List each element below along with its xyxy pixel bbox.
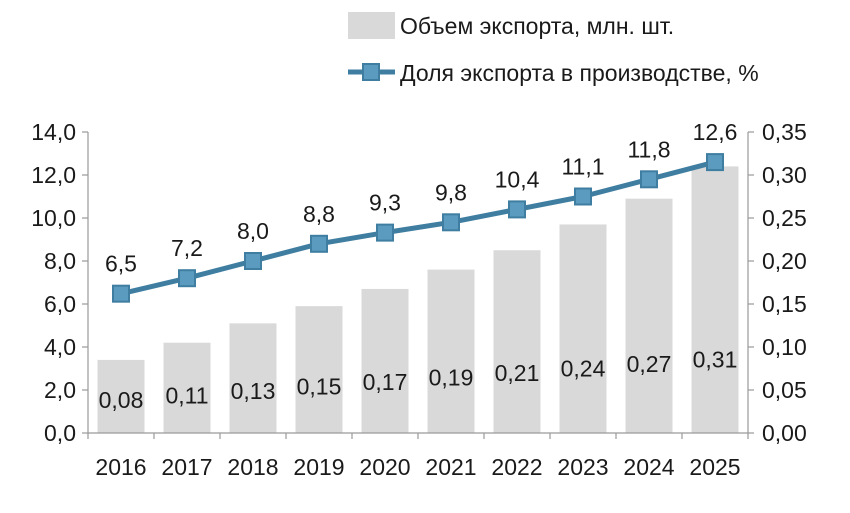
x-tick-label: 2017 (161, 454, 212, 480)
bar-data-label: 0,21 (495, 360, 540, 386)
bar-2017 (163, 342, 211, 433)
x-tick-label: 2021 (425, 454, 476, 480)
x-tick-label: 2023 (557, 454, 608, 480)
bar-2025 (691, 166, 739, 433)
bar-data-label: 0,08 (99, 387, 144, 413)
y-left-tick-label: 4,0 (44, 334, 76, 360)
line-series-path (120, 159, 716, 297)
bar-data-label: 0,11 (165, 383, 208, 409)
line-data-label: 8,0 (237, 218, 269, 244)
x-tick-label: 2025 (689, 454, 740, 480)
line-data-label: 12,6 (693, 119, 738, 145)
legend-bar-swatch (348, 12, 395, 39)
y-right-tick-label: 0,25 (762, 205, 807, 231)
line-data-label: 11,1 (561, 154, 604, 180)
bar-data-label: 0,31 (693, 347, 738, 373)
line-marker-2024 (640, 170, 658, 189)
y-left-tick-label: 2,0 (44, 377, 76, 403)
bar-2024 (625, 198, 673, 433)
bar-data-label: 0,17 (363, 369, 408, 395)
line-data-label: 11,8 (627, 136, 670, 162)
x-tick-label: 2018 (227, 454, 278, 480)
bar-data-label: 0,27 (627, 351, 672, 377)
y-right-tick-label: 0,05 (762, 377, 807, 403)
bar-2016 (97, 359, 145, 433)
line-data-label: 10,4 (495, 166, 540, 192)
bar-2019 (295, 306, 343, 433)
bar-data-label: 0,13 (231, 378, 276, 404)
y-right-tick-label: 0,20 (762, 248, 807, 274)
line-data-label: 9,3 (369, 190, 401, 216)
y-right-tick-label: 0,35 (762, 119, 807, 145)
x-tick-label: 2022 (491, 454, 542, 480)
line-marker-2017 (178, 269, 196, 288)
bar-data-label: 0,19 (429, 365, 474, 391)
line-marker-2016 (112, 284, 130, 303)
x-tick-label: 2020 (359, 454, 410, 480)
bar-2023 (559, 224, 607, 433)
y-left-tick-label: 12,0 (31, 162, 76, 188)
line-marker-2022 (508, 200, 526, 219)
bar-2021 (427, 269, 475, 433)
line-data-label: 6,5 (105, 251, 137, 277)
y-right-tick-label: 0,15 (762, 291, 807, 317)
line-data-label: 9,8 (435, 179, 467, 205)
line-data-label: 8,8 (303, 201, 335, 227)
y-left-tick-label: 10,0 (31, 205, 76, 231)
line-marker-2019 (310, 234, 328, 253)
x-tick-label: 2016 (95, 454, 146, 480)
bar-data-label: 0,24 (561, 356, 606, 382)
line-marker-2023 (574, 187, 592, 206)
y-right-tick-label: 0,00 (762, 420, 807, 446)
x-tick-label: 2024 (623, 454, 674, 480)
y-right-tick-label: 0,30 (762, 162, 807, 188)
y-left-tick-label: 14,0 (31, 119, 76, 145)
bar-data-label: 0,15 (297, 374, 342, 400)
line-marker-2021 (442, 213, 460, 232)
y-right-tick-label: 0,10 (762, 334, 807, 360)
y-left-tick-label: 8,0 (44, 248, 76, 274)
bar-2020 (361, 288, 409, 433)
line-marker-2025 (706, 153, 724, 172)
y-left-tick-label: 0,0 (44, 420, 76, 446)
line-marker-2020 (376, 223, 394, 242)
line-marker-2018 (244, 252, 262, 270)
x-tick-label: 2019 (293, 454, 344, 480)
legend-line-label: Доля экспорта в производстве, % (400, 60, 759, 86)
y-left-tick-label: 6,0 (44, 291, 76, 317)
line-data-label: 7,2 (171, 235, 203, 261)
legend-line-marker (362, 63, 380, 81)
legend-bar-label: Объем экспорта, млн. шт. (400, 13, 674, 39)
bar-2018 (229, 323, 277, 433)
bar-2022 (493, 250, 541, 433)
